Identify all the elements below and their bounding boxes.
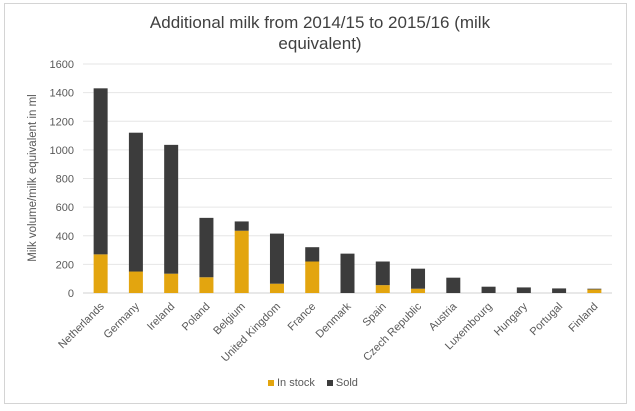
x-tick-label: France [286,301,319,334]
chart-frame [4,3,627,404]
bar-sold [375,261,390,286]
y-tick-label: 600 [56,202,74,214]
bar-in-stock [128,271,143,293]
x-tick-label: Spain [361,301,389,329]
chart-title: Additional milk from 2014/15 to 2015/16 … [60,12,580,54]
y-tick-label: 1200 [50,116,74,128]
x-tick-label: Denmark [314,300,354,340]
y-axis-label: Milk volume/milk equivalent in ml [27,94,39,261]
bar-sold [446,277,461,293]
x-tick-label: Austria [427,300,460,333]
bar-sold [305,247,320,262]
y-tick-label: 1400 [50,88,74,100]
x-tick-label: Germany [102,300,143,341]
bar-in-stock [199,277,214,293]
legend-swatch-in-stock [268,380,274,386]
chart-title-line-1: Additional milk from 2014/15 to 2015/16 … [149,13,491,32]
bar-in-stock [269,283,284,293]
bar-sold [128,132,143,272]
y-tick-label: 200 [56,259,74,271]
y-tick-label: 1000 [50,145,74,157]
y-tick-label: 0 [68,288,74,300]
legend-swatch-sold [326,380,333,386]
bar-sold [164,144,179,274]
bar-sold [587,288,602,290]
legend-item-sold: Sold [326,377,358,389]
y-tick-label: 1600 [50,59,74,71]
legend-item-in-stock: In stock [268,377,315,389]
bar-in-stock [375,285,390,293]
legend-label-sold: Sold [335,377,358,389]
bar-sold [234,221,249,231]
legend-label-in-stock: In stock [277,377,315,389]
bar-in-stock [587,289,602,293]
x-tick-label: Poland [180,301,213,334]
x-tick-label: Hungary [492,300,530,338]
bar-sold [516,287,531,293]
bar-sold [199,217,214,278]
bar-in-stock [93,254,108,293]
bar-sold [340,253,355,293]
bar-sold [93,88,108,255]
bar-sold [552,288,567,293]
x-tick-label: Ireland [145,301,177,333]
bar-in-stock [234,230,249,293]
x-tick-label: Netherlands [56,300,107,351]
y-tick-label: 800 [56,174,74,186]
bar-sold [481,286,496,293]
chart-title-line-2: equivalent) [278,34,362,53]
x-tick-label: Portugal [528,301,565,338]
bar-in-stock [305,261,320,293]
bar-in-stock [164,273,179,293]
bar-in-stock [411,288,426,293]
legend: In stock Sold [268,377,370,389]
y-tick-label: 400 [56,231,74,243]
bar-sold [269,233,284,284]
x-tick-label: Finland [566,301,600,335]
bar-sold [411,268,426,289]
